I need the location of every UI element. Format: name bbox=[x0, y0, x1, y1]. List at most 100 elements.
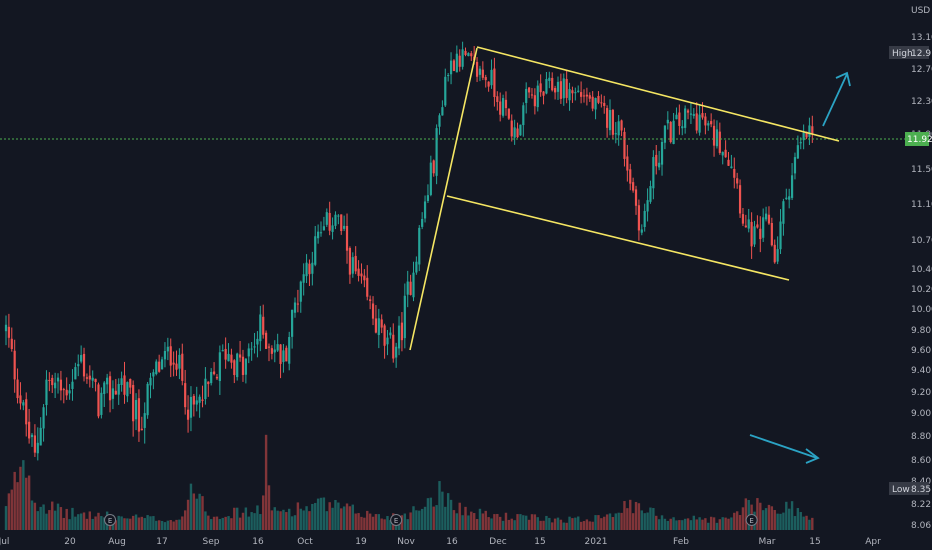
candle-body bbox=[319, 232, 323, 234]
volume-bar bbox=[201, 496, 204, 530]
volume-bar bbox=[192, 493, 196, 530]
candle-body bbox=[501, 98, 505, 116]
candle-body bbox=[539, 83, 542, 93]
earnings-marker-label: E bbox=[394, 517, 398, 525]
candle-body bbox=[423, 201, 427, 219]
candle-body bbox=[545, 79, 548, 94]
volume-bar bbox=[59, 507, 63, 530]
up-arrow-shaft bbox=[822, 73, 848, 127]
candle-body bbox=[513, 127, 516, 138]
volume-bar bbox=[100, 516, 103, 530]
volume-bar bbox=[493, 514, 496, 530]
candle-body bbox=[435, 128, 438, 176]
volume-bar bbox=[712, 517, 716, 530]
price-tick-label: 9.40 bbox=[911, 366, 931, 376]
candle-body bbox=[198, 396, 201, 403]
volume-bar bbox=[351, 504, 354, 530]
volume-bar bbox=[253, 513, 256, 530]
candle-body bbox=[551, 77, 554, 91]
volume-bar bbox=[267, 485, 271, 530]
candle-body bbox=[45, 379, 48, 406]
price-tick-label: 8.22 bbox=[911, 500, 931, 510]
volume-bar bbox=[256, 505, 259, 530]
candle-body bbox=[348, 248, 352, 275]
candle-body bbox=[186, 409, 190, 420]
candle-body bbox=[571, 90, 574, 94]
candle-body bbox=[345, 225, 349, 251]
time-tick-label: 15 bbox=[534, 537, 545, 547]
candle-body bbox=[377, 318, 380, 335]
candle-body bbox=[611, 109, 614, 135]
earnings-marker[interactable] bbox=[745, 514, 758, 526]
volume-bar bbox=[409, 512, 412, 530]
volume-bar bbox=[195, 498, 198, 530]
candle-body bbox=[504, 99, 508, 109]
volume-bar bbox=[701, 519, 704, 530]
candle-body bbox=[334, 214, 337, 226]
candle-body bbox=[7, 326, 10, 338]
candle-body bbox=[522, 105, 525, 126]
volume-bar bbox=[634, 501, 638, 530]
candle-body bbox=[129, 378, 132, 388]
up-arrow-icon bbox=[835, 71, 851, 87]
volume-bar bbox=[186, 499, 190, 530]
candle-body bbox=[39, 427, 42, 446]
volume-bar bbox=[640, 510, 643, 530]
candle-body bbox=[530, 94, 534, 96]
volume-bar bbox=[383, 519, 386, 530]
volume-bar bbox=[273, 507, 276, 530]
candle-body bbox=[533, 95, 536, 107]
volume-bar bbox=[27, 475, 31, 530]
candle-body bbox=[212, 371, 216, 375]
volume-bar bbox=[689, 520, 693, 530]
volume-bar bbox=[620, 512, 623, 530]
candle-body bbox=[478, 68, 482, 75]
volume-bar bbox=[357, 513, 360, 530]
candle-body bbox=[120, 378, 123, 385]
candle-body bbox=[542, 91, 545, 96]
time-tick-label: 16 bbox=[252, 537, 264, 547]
candle-body bbox=[637, 205, 641, 231]
candle-body bbox=[516, 128, 519, 138]
candle-body bbox=[519, 124, 522, 136]
volume-bar bbox=[698, 517, 701, 530]
candle-body bbox=[536, 85, 539, 108]
volume-bar bbox=[114, 520, 118, 530]
volume-bar bbox=[510, 518, 513, 530]
candle-body bbox=[291, 309, 294, 337]
volume-bar bbox=[490, 518, 493, 530]
candle-body bbox=[383, 325, 386, 346]
candle-body bbox=[236, 353, 239, 378]
volume-bar bbox=[542, 520, 545, 530]
candle-body bbox=[805, 131, 808, 138]
volume-bar bbox=[65, 508, 68, 530]
volume-bar bbox=[426, 498, 430, 530]
volume-bar bbox=[345, 503, 349, 530]
candle-body bbox=[738, 185, 742, 214]
candle-body bbox=[799, 142, 802, 144]
volume-bar bbox=[724, 517, 727, 530]
candle-body bbox=[418, 227, 421, 265]
volume-bar bbox=[811, 517, 814, 530]
candle-body bbox=[406, 281, 409, 295]
volume-bar bbox=[276, 510, 279, 530]
volume-bar bbox=[305, 506, 308, 530]
volume-bar bbox=[418, 510, 421, 530]
candle-body bbox=[152, 372, 155, 377]
candle-body bbox=[192, 395, 195, 405]
candle-body bbox=[678, 112, 681, 126]
candle-body bbox=[279, 344, 282, 364]
volume-bar bbox=[363, 517, 366, 530]
candle-body bbox=[736, 178, 739, 184]
earnings-marker[interactable] bbox=[390, 514, 403, 526]
candle-body bbox=[140, 428, 143, 431]
earnings-marker[interactable] bbox=[104, 514, 117, 526]
candle-body bbox=[19, 395, 22, 404]
time-tick-label: Oct bbox=[297, 537, 313, 547]
volume-bar bbox=[441, 491, 444, 530]
down-arrow-icon bbox=[805, 448, 820, 464]
volume-bar bbox=[525, 515, 528, 530]
candle-body bbox=[311, 262, 314, 274]
candle-body bbox=[527, 87, 531, 93]
